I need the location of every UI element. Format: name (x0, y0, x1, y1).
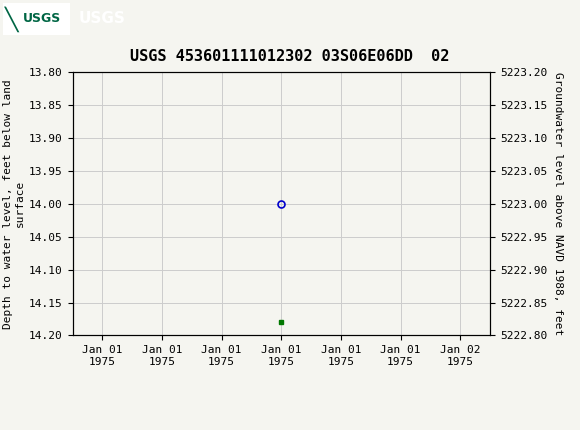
Text: USGS 453601111012302 03S06E06DD  02: USGS 453601111012302 03S06E06DD 02 (130, 49, 450, 64)
Text: ╲: ╲ (5, 6, 18, 32)
Text: USGS: USGS (23, 12, 61, 25)
Y-axis label: Depth to water level, feet below land
surface: Depth to water level, feet below land su… (3, 79, 25, 329)
Y-axis label: Groundwater level above NAVD 1988, feet: Groundwater level above NAVD 1988, feet (553, 72, 563, 335)
FancyBboxPatch shape (3, 3, 70, 35)
Text: USGS: USGS (78, 12, 125, 26)
